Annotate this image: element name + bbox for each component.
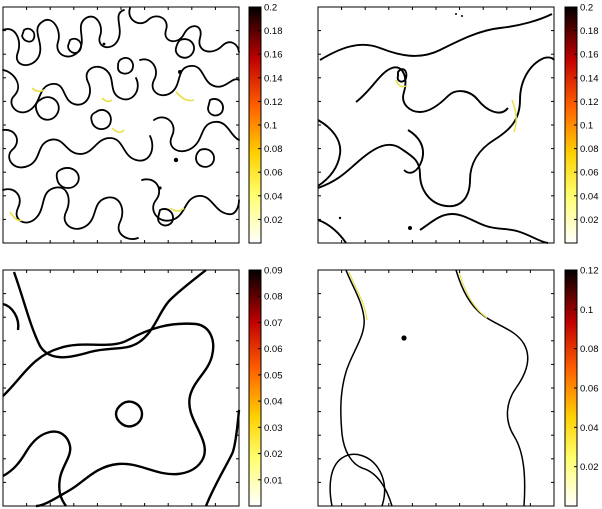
contour-plot-bottom-right: [317, 269, 555, 507]
colorbar-tick-label: 0.02: [580, 462, 599, 473]
point-markers: [338, 13, 463, 230]
highlight-contours: [395, 79, 517, 133]
colorbar-tick-label: 0.08: [580, 144, 599, 155]
colorbar-tick-label: 0.1: [580, 305, 593, 316]
colorbar-ticks-top-left: 0.2 0.18 0.16 0.14 0.12 0.1 0.08 0.06 0.04 0.02: [258, 3, 283, 226]
point-marker: [401, 335, 407, 341]
highlight-contours: [348, 271, 488, 321]
colorbar-tick-label: 0.14: [580, 73, 599, 84]
colorbar-tick-label: 0.02: [580, 215, 599, 226]
panel-top-left: 0.2 0.18 0.16 0.14 0.12 0.1 0.08 0.06 0.04 0.02: [2, 3, 283, 244]
colorbar-ticks-bottom-right: 0.12 0.1 0.08 0.06 0.04 0.02: [574, 266, 599, 473]
colorbar-tick-label: 0.08: [264, 144, 283, 155]
colorbar-tick-label: 0.04: [580, 423, 599, 434]
colorbar-tick-label: 0.06: [580, 168, 599, 179]
colorbar-bottom-right: 0.12 0.1 0.08 0.06 0.04 0.02: [564, 266, 599, 507]
contour-plot-top-right: [317, 6, 555, 244]
colorbar-tick-label: 0.05: [264, 370, 283, 381]
colorbar-tick-label: 0.2: [580, 3, 593, 14]
point-markers: [102, 42, 182, 190]
panel-bottom-right: 0.12 0.1 0.08 0.06 0.04 0.02: [317, 266, 599, 507]
colorbar-tick-label: 0.14: [264, 73, 283, 84]
colorbar-tick-label: 0.03: [264, 423, 283, 434]
panel-bottom-left: 0.09 0.08 0.07 0.06 0.05 0.04 0.03 0.02 0.01: [2, 266, 283, 508]
colorbar-tick-label: 0.08: [264, 292, 283, 303]
colorbar-top-right: 0.2 0.18 0.16 0.14 0.12 0.1 0.08 0.06 0.04 0.02: [564, 3, 599, 244]
colorbar-tick-label: 0.18: [580, 26, 599, 37]
contour-lines: [2, 269, 241, 508]
colorbar-tick-label: 0.04: [264, 191, 283, 202]
colorbar-tick-label: 0.02: [264, 449, 283, 460]
colorbar-tick-label: 0.1: [580, 121, 593, 132]
colorbar-tick-label: 0.12: [580, 97, 599, 108]
colorbar-ticks-top-right: 0.2 0.18 0.16 0.14 0.12 0.1 0.08 0.06 0.04 0.02: [574, 3, 599, 226]
colorbar-tick-label: 0.12: [580, 266, 599, 277]
colorbar-tick-label: 0.07: [264, 318, 283, 329]
colorbar-tick-label: 0.06: [264, 168, 283, 179]
colorbar-tick-label: 0.06: [264, 344, 283, 355]
colorbar-top-left: 0.2 0.18 0.16 0.14 0.12 0.1 0.08 0.06 0.04 0.02: [248, 3, 283, 244]
colorbar-tick-label: 0.01: [264, 475, 283, 486]
dense-contours: [2, 7, 240, 240]
colorbar-bottom-left: 0.09 0.08 0.07 0.06 0.05 0.04 0.03 0.02 0.01: [248, 266, 283, 507]
colorbar-ticks-bottom-left: 0.09 0.08 0.07 0.06 0.05 0.04 0.03 0.02 0.01: [258, 266, 283, 486]
colorbar-tick-label: 0.1: [264, 121, 277, 132]
colorbar-tick-label: 0.12: [264, 97, 283, 108]
colorbar-tick-label: 0.08: [580, 344, 599, 355]
contour-plot-bottom-left: [2, 269, 241, 508]
colorbar-tick-label: 0.16: [264, 50, 283, 61]
colorbar-tick-label: 0.04: [580, 191, 599, 202]
axis-ticks: [3, 7, 554, 506]
colorbar-tick-label: 0.06: [580, 384, 599, 395]
colorbar-tick-label: 0.04: [264, 397, 283, 408]
colorbar-tick-label: 0.18: [264, 26, 283, 37]
colorbar-tick-label: 0.02: [264, 215, 283, 226]
colorbar-tick-label: 0.16: [580, 50, 599, 61]
highlight-contours: [9, 87, 195, 222]
contour-lines: [317, 13, 555, 244]
panel-top-right: 0.2 0.18 0.16 0.14 0.12 0.1 0.08 0.06 0.04 0.02: [317, 3, 599, 244]
contour-plot-top-left: [2, 6, 240, 244]
colorbar-tick-label: 0.09: [264, 266, 283, 277]
colorbar-tick-label: 0.2: [264, 3, 277, 14]
